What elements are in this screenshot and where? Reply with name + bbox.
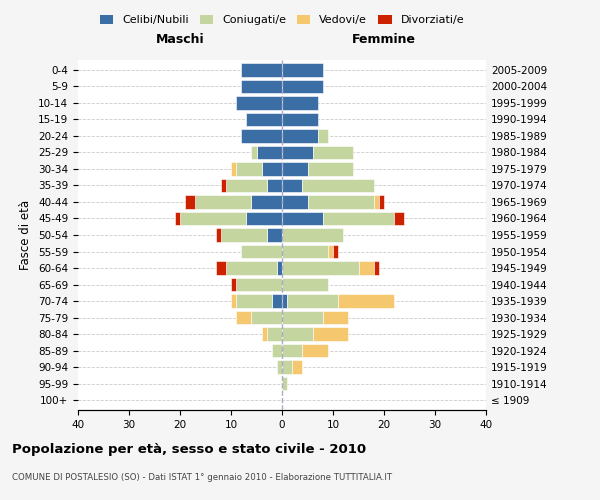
Bar [282,328,313,341]
Bar [236,278,282,291]
Bar [282,162,308,175]
Bar [241,244,282,258]
Bar [231,294,236,308]
Bar [241,63,282,76]
Bar [277,360,282,374]
Bar [302,178,374,192]
Bar [241,80,282,93]
Bar [282,129,318,142]
Bar [374,195,379,209]
Bar [282,96,318,110]
Bar [359,261,374,275]
Bar [221,228,267,242]
Bar [282,212,323,226]
Bar [282,146,313,159]
Bar [251,195,282,209]
Bar [226,261,277,275]
Bar [236,311,251,324]
Bar [262,328,267,341]
Bar [287,294,338,308]
Bar [247,212,282,226]
Bar [221,178,226,192]
Bar [272,294,282,308]
Bar [257,146,282,159]
Bar [282,377,287,390]
Bar [226,178,267,192]
Bar [338,294,394,308]
Bar [277,261,282,275]
Bar [308,195,374,209]
Bar [394,212,404,226]
Bar [323,311,349,324]
Bar [282,294,287,308]
Bar [282,244,328,258]
Bar [175,212,180,226]
Bar [267,178,282,192]
Bar [292,360,302,374]
Bar [216,261,226,275]
Bar [282,195,308,209]
Text: Femmine: Femmine [352,33,416,46]
Bar [231,278,236,291]
Bar [323,212,394,226]
Text: COMUNE DI POSTALESIO (SO) - Dati ISTAT 1° gennaio 2010 - Elaborazione TUTTITALIA: COMUNE DI POSTALESIO (SO) - Dati ISTAT 1… [12,472,392,482]
Bar [282,178,302,192]
Y-axis label: Fasce di età: Fasce di età [19,200,32,270]
Bar [236,294,272,308]
Bar [374,261,379,275]
Bar [282,360,292,374]
Bar [328,244,333,258]
Bar [379,195,384,209]
Bar [267,328,282,341]
Bar [236,96,282,110]
Bar [282,228,343,242]
Bar [282,278,328,291]
Bar [251,146,257,159]
Bar [282,63,323,76]
Bar [272,344,282,358]
Bar [180,212,247,226]
Legend: Celibi/Nubili, Coniugati/e, Vedovi/e, Divorziati/e: Celibi/Nubili, Coniugati/e, Vedovi/e, Di… [95,10,469,30]
Bar [262,162,282,175]
Bar [313,146,353,159]
Bar [308,162,353,175]
Bar [282,261,359,275]
Bar [216,228,221,242]
Bar [282,112,318,126]
Bar [302,344,328,358]
Text: Maschi: Maschi [155,33,205,46]
Bar [251,311,282,324]
Bar [196,195,251,209]
Bar [313,328,349,341]
Bar [282,311,323,324]
Text: Popolazione per età, sesso e stato civile - 2010: Popolazione per età, sesso e stato civil… [12,442,366,456]
Bar [267,228,282,242]
Bar [236,162,262,175]
Bar [247,112,282,126]
Bar [282,80,323,93]
Bar [333,244,338,258]
Bar [282,344,302,358]
Bar [241,129,282,142]
Bar [231,162,236,175]
Bar [318,129,328,142]
Bar [185,195,196,209]
